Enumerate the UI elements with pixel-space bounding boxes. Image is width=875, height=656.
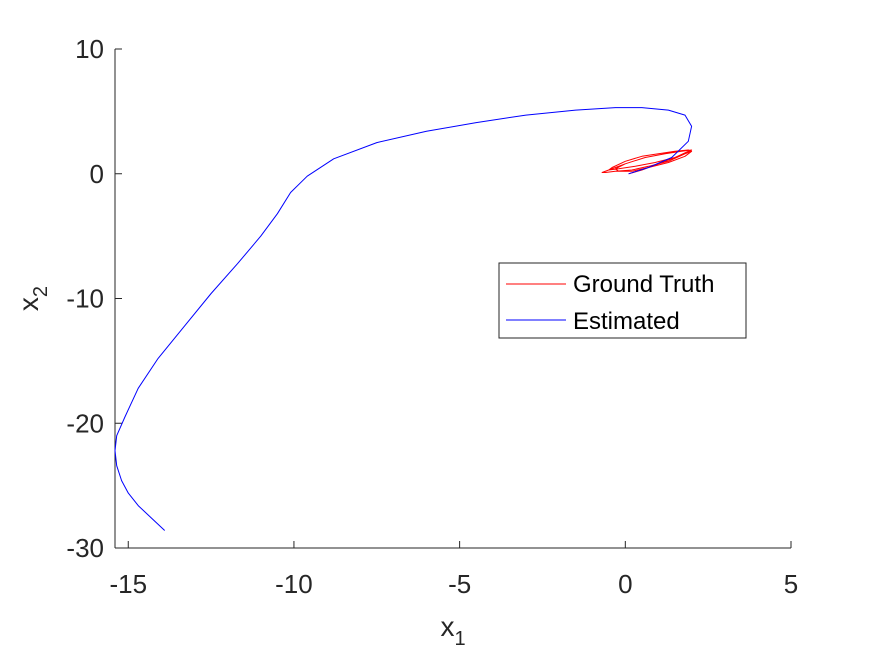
series-line-ground-truth	[601, 149, 693, 175]
x-tick-label: 0	[618, 569, 632, 599]
legend-box	[498, 262, 747, 339]
x-tick-label: -5	[448, 569, 471, 599]
legend-label-estimated: Estimated	[573, 308, 680, 335]
y-axis-label: x2	[13, 286, 52, 311]
series-layer	[114, 107, 693, 531]
x-tick-label: -10	[275, 569, 313, 599]
y-tick-label: -20	[66, 408, 104, 438]
x-axis-label: x1	[440, 611, 465, 650]
y-tick-label: 10	[75, 34, 104, 64]
x-tick-label: -15	[109, 569, 147, 599]
x-tick-label: 5	[784, 569, 798, 599]
series-line-estimated	[114, 107, 693, 531]
y-tick-label: -30	[66, 533, 104, 563]
legend: Ground Truth Estimated	[498, 262, 747, 339]
y-tick-label: -10	[66, 284, 104, 314]
ticks: -15 -10 -5 0 5 -30 -20 -10 0 10	[66, 34, 798, 599]
legend-label-ground-truth: Ground Truth	[573, 271, 714, 298]
y-tick-label: 0	[90, 159, 104, 189]
